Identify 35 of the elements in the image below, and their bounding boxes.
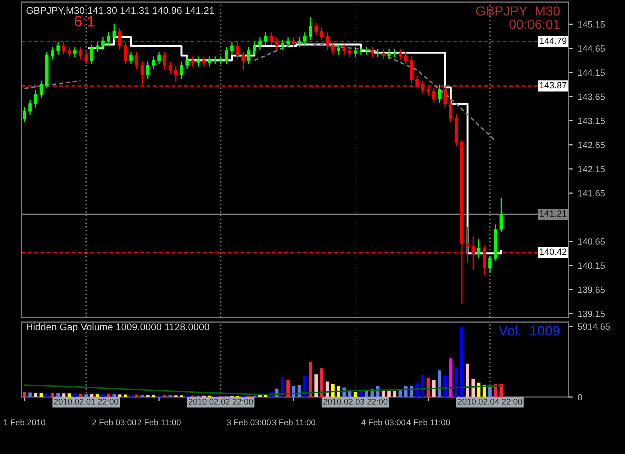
x-tick-label: 3 Feb 03:00 (227, 419, 271, 426)
x-tick-label: 1 Feb 2010 (4, 419, 46, 426)
y-tick-label: 145.15 (578, 22, 606, 28)
x-tick-label: 2 Feb 11:00 (138, 419, 181, 426)
y-tick-label: 139.65 (578, 286, 606, 294)
x-tick-label: 3 Feb 11:00 (272, 419, 316, 426)
y-tick-label: 144.15 (578, 70, 606, 76)
y-tick-label: 139.15 (578, 310, 606, 318)
annotation: 00:06:01 (510, 20, 560, 30)
y-tick-label: 140.65 (578, 238, 606, 245)
x-tick-label: 4 Feb 03:00 (362, 419, 406, 426)
annotation: Vol. 1009 (498, 326, 560, 336)
y-tick-label: 5914.65 (578, 324, 610, 330)
x-tick-label: 2 Feb 03:00 (92, 419, 136, 426)
y-tick-label: 140.15 (578, 262, 606, 270)
chart-title: Hidden Gap Volume 1009.0000 1128.0000 (27, 323, 210, 333)
y-tick-label: 142.65 (578, 142, 606, 148)
ref-line-label: 2010.02.02 22:00 (188, 398, 254, 405)
annotation: GBPJPY M30 (476, 6, 560, 16)
y-tick-label: 141.65 (578, 190, 606, 197)
chart-title: GBPJPY,M30 141.30 141.31 140.96 141.21 (26, 7, 214, 16)
y-tick-label: 144.65 (578, 46, 606, 52)
x-tick-label: 4 Feb 11:00 (406, 419, 450, 426)
ref-line-label: 144.79 (540, 38, 567, 44)
ref-line-label: 2010.02.04 22:00 (458, 398, 522, 405)
ref-line-label: 140.42 (540, 248, 567, 256)
ref-line-label: 2010.02.03 22:00 (324, 398, 388, 405)
y-tick-label: 143.15 (578, 118, 606, 124)
y-tick-label: 143.65 (578, 94, 606, 100)
y-tick-label: 142.15 (578, 166, 606, 173)
ref-line-label: 2010.02.01 22:00 (54, 398, 118, 405)
ref-line-label: 141.21 (540, 210, 567, 217)
annotation: 6:1 (74, 16, 95, 27)
y-tick-label: 0 (578, 394, 582, 401)
ref-line-label: 143.87 (540, 82, 567, 89)
